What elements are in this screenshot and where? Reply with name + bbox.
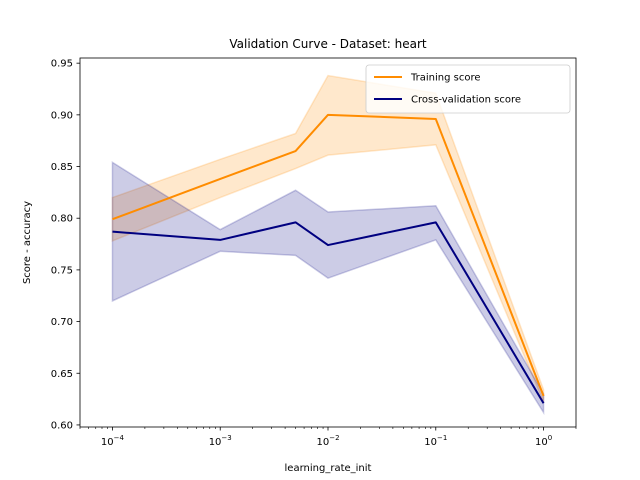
- x-tick-label: 10−2: [316, 434, 339, 448]
- y-axis-label: Score - accuracy: [22, 201, 33, 284]
- y-tick-label: 0.85: [51, 162, 73, 173]
- series-lines: [112, 113, 545, 404]
- y-tick-label: 0.70: [51, 317, 73, 328]
- x-tick-label: 100: [535, 434, 552, 448]
- training-score-line: [112, 113, 545, 397]
- cross-validation-score-band: [111, 161, 545, 416]
- y-tick-label: 0.95: [51, 59, 73, 70]
- x-tick-label: 10−3: [209, 434, 232, 448]
- legend: Training score Cross-validation score: [365, 64, 571, 114]
- y-tick-label: 0.80: [51, 214, 73, 225]
- y-tick-label: 0.60: [51, 420, 73, 431]
- legend-box: [365, 64, 571, 114]
- cross-validation-score-line: [112, 221, 545, 404]
- legend-label-training-score: Training score: [410, 73, 481, 84]
- x-axis-label: learning_rate_init: [285, 463, 372, 474]
- y-tick-label: 0.65: [51, 369, 73, 380]
- y-tick-label: 0.75: [51, 265, 73, 276]
- x-axis-ticks: 10−4 10−3 10−2 10−1 100: [79, 427, 577, 448]
- y-axis-ticks: 0.60 0.65 0.70 0.75 0.80 0.85 0.90 0.95: [51, 59, 80, 431]
- y-tick-label: 0.90: [51, 110, 73, 121]
- x-tick-label: 10−1: [424, 434, 447, 448]
- x-tick-label: 10−4: [101, 434, 125, 448]
- legend-label-cross-validation-score: Cross-validation score: [411, 95, 521, 106]
- chart-title: Validation Curve - Dataset: heart: [229, 37, 427, 51]
